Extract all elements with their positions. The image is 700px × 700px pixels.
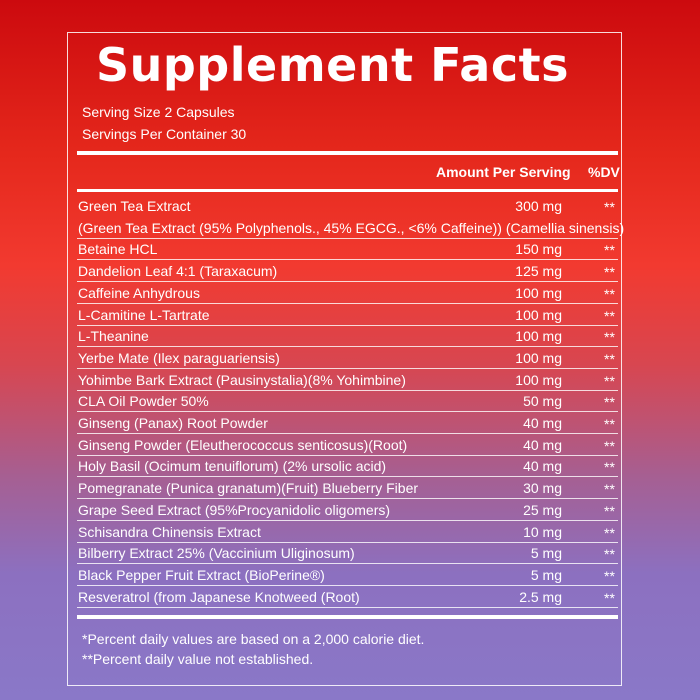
ingredient-amount: 5 mg (530, 545, 562, 562)
ingredient-row: Ginseng Powder (Eleutherococcus senticos… (77, 435, 618, 456)
ingredient-row: Betaine HCL 150 mg ** (77, 239, 618, 261)
ingredient-amount: 125 mg (515, 263, 562, 280)
ingredient-row: CLA Oil Powder 50% 50 mg ** (77, 391, 618, 413)
ingredient-dv: ** (604, 524, 615, 541)
top-divider (77, 151, 618, 155)
ingredient-dv: ** (604, 481, 615, 498)
ingredient-dv: ** (604, 242, 615, 259)
ingredient-amount: 50 mg (523, 393, 562, 410)
ingredient-row: Dandelion Leaf 4:1 (Taraxacum) 125 mg ** (77, 261, 618, 283)
ingredient-dv: ** (604, 589, 615, 606)
ingredient-dv: ** (604, 394, 615, 411)
bottom-divider (77, 615, 618, 619)
ingredient-dv: ** (604, 307, 615, 324)
ingredient-dv: ** (604, 329, 615, 346)
ingredient-name: CLA Oil Powder 50% (78, 393, 209, 410)
header-divider (77, 189, 618, 192)
ingredient-amount: 100 mg (515, 284, 562, 301)
ingredient-dv: ** (604, 459, 615, 476)
ingredient-name: Black Pepper Fruit Extract (BioPerine®) (78, 566, 325, 583)
ingredient-amount: 5 mg (530, 566, 562, 583)
ingredient-row: (Green Tea Extract (95% Polyphenols., 45… (77, 218, 624, 239)
ingredient-dv: ** (604, 502, 615, 519)
ingredient-amount: 25 mg (523, 501, 562, 518)
ingredient-row: Black Pepper Fruit Extract (BioPerine®) 5… (77, 565, 618, 586)
ingredient-amount: 150 mg (515, 241, 562, 258)
ingredient-name: Resveratrol (from Japanese Knotweed (Roo… (78, 588, 360, 605)
servings-per-container: Servings Per Container 30 (82, 126, 247, 142)
ingredient-dv: ** (604, 437, 615, 454)
footnote-not-established: **Percent daily value not established. (82, 651, 314, 667)
ingredient-amount: 100 mg (515, 371, 562, 388)
ingredient-name: Pomegranate (Punica granatum)(Fruit) Blu… (78, 480, 419, 497)
ingredient-amount: 30 mg (523, 480, 562, 497)
ingredient-row: Bilberry Extract 25% (Vaccinium Uliginos… (77, 543, 618, 565)
ingredient-amount: 300 mg (515, 198, 562, 214)
ingredient-row: L-Camitine L-Tartrate 100 mg ** (77, 305, 618, 326)
ingredient-name: Ginseng (Panax) Root Powder (78, 415, 268, 431)
ingredient-row: Grape Seed Extract (95%Procyanidolic oli… (77, 500, 618, 521)
ingredient-row: Yerbe Mate (Ilex paraguariensis) 100 mg ** (77, 348, 618, 369)
ingredient-dv: ** (604, 416, 615, 432)
ingredient-dv: ** (604, 285, 615, 302)
ingredient-dv: ** (604, 264, 615, 281)
ingredient-dv: ** (604, 350, 615, 367)
ingredient-amount: 40 mg (523, 415, 562, 431)
ingredient-amount: 2.5 mg (519, 588, 562, 605)
ingredient-dv: ** (604, 199, 615, 215)
ingredient-dv: ** (604, 546, 615, 563)
header-amount: Amount Per Serving (436, 164, 571, 180)
ingredient-name: Caffeine Anhydrous (78, 284, 200, 301)
ingredient-row: Pomegranate (Punica granatum)(Fruit) Blu… (77, 478, 618, 500)
ingredient-amount: 100 mg (515, 306, 562, 323)
ingredient-dv: ** (604, 567, 615, 584)
ingredient-row: Resveratrol (from Japanese Knotweed (Roo… (77, 587, 618, 608)
ingredient-row: Caffeine Anhydrous 100 mg ** (77, 283, 618, 304)
ingredient-name: Betaine HCL (78, 241, 158, 258)
ingredient-amount: 40 mg (523, 458, 562, 475)
ingredient-row: Green Tea Extract 300 mg ** (77, 196, 618, 217)
ingredient-name: (Green Tea Extract (95% Polyphenols., 45… (78, 219, 625, 236)
ingredient-name: Schisandra Chinensis Extract (78, 523, 261, 540)
ingredient-name: Holy Basil (Ocimum tenuiflorum) (2% urso… (78, 458, 387, 475)
ingredient-amount: 100 mg (515, 349, 562, 366)
footnote-daily-values: *Percent daily values are based on a 2,0… (82, 631, 425, 647)
ingredient-amount: 40 mg (523, 436, 562, 453)
ingredient-name: Green Tea Extract (78, 198, 191, 214)
ingredient-name: Grape Seed Extract (95%Procyanidolic oli… (78, 501, 391, 518)
ingredient-row: Schisandra Chinensis Extract 10 mg ** (77, 522, 618, 543)
serving-size: Serving Size 2 Capsules (82, 104, 235, 120)
ingredient-row: Holy Basil (Ocimum tenuiflorum) (2% urso… (77, 456, 618, 478)
ingredient-name: Bilberry Extract 25% (Vaccinium Uliginos… (78, 545, 355, 562)
label-panel (67, 32, 622, 686)
header-dv: %DV (588, 164, 620, 180)
label-title: Supplement Facts (96, 38, 569, 92)
ingredient-row: Yohimbe Bark Extract (Pausinystalia)(8% … (77, 370, 618, 391)
ingredient-dv: ** (604, 372, 615, 389)
ingredient-name: Ginseng Powder (Eleutherococcus senticos… (78, 436, 408, 453)
ingredient-name: Yohimbe Bark Extract (Pausinystalia)(8% … (78, 371, 406, 388)
ingredient-name: L-Camitine L-Tartrate (78, 306, 210, 323)
ingredient-name: L-Theanine (78, 328, 149, 345)
ingredient-row: L-Theanine 100 mg ** (77, 326, 618, 348)
ingredient-row: Ginseng (Panax) Root Powder 40 mg ** (77, 413, 618, 434)
ingredient-amount: 10 mg (523, 523, 562, 540)
ingredient-name: Dandelion Leaf 4:1 (Taraxacum) (78, 263, 278, 280)
ingredient-name: Yerbe Mate (Ilex paraguariensis) (78, 349, 280, 366)
ingredient-amount: 100 mg (515, 328, 562, 345)
